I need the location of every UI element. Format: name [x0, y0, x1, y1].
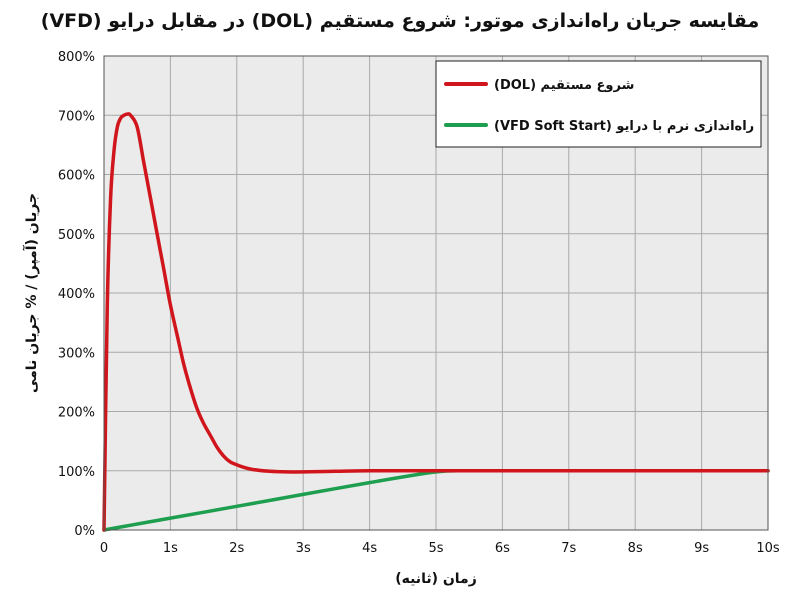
- x-tick-label: 4s: [362, 541, 377, 556]
- y-axis-label: جریان (آمپر) / % جریان نامی: [22, 193, 40, 393]
- plot-frame: [103, 55, 769, 531]
- series-line-dol: [102, 112, 770, 532]
- x-tick-label: 2s: [229, 541, 244, 556]
- y-tick-label: 800%: [58, 50, 95, 65]
- y-tick-label: 300%: [58, 346, 95, 361]
- y-tick-label: 0%: [74, 524, 95, 539]
- y-tick-label: 700%: [58, 109, 95, 124]
- y-tick-labels: 0% 100% 200% 300% 400% 500% 600% 700% 800%: [58, 50, 95, 539]
- legend: شروع مستقیم (DOL) راه‌اندازی نرم با درای…: [435, 60, 762, 148]
- y-tick-label: 200%: [58, 406, 95, 421]
- x-tick-label: 1s: [163, 541, 178, 556]
- legend-box: [435, 60, 762, 148]
- x-tick-label: 9s: [694, 541, 709, 556]
- y-tick-label: 600%: [58, 169, 95, 184]
- x-tick-label: 5s: [428, 541, 443, 556]
- chart-title: مقایسه جریان راه‌اندازی موتور: شروع مستق…: [40, 10, 760, 32]
- x-tick-label: 8s: [628, 541, 643, 556]
- x-axis-label: زمان (ثانیه): [395, 571, 477, 587]
- x-tick-label: 3s: [296, 541, 311, 556]
- y-tick-label: 400%: [58, 287, 95, 302]
- x-tick-label: 6s: [495, 541, 510, 556]
- x-tick-labels: 0 1s 2s 3s 4s 5s 6s 7s 8s 9s 10s: [100, 541, 780, 556]
- x-tick-label: 10s: [756, 541, 780, 556]
- legend-label-vfd: راه‌اندازی نرم با درایو (VFD Soft Start): [494, 119, 754, 134]
- x-tick-label: 0: [100, 541, 108, 556]
- series-layer: [102, 112, 770, 532]
- x-tick-label: 7s: [561, 541, 576, 556]
- y-tick-label: 100%: [58, 465, 95, 480]
- y-tick-label: 500%: [58, 228, 95, 243]
- legend-label-dol: شروع مستقیم (DOL): [494, 78, 634, 93]
